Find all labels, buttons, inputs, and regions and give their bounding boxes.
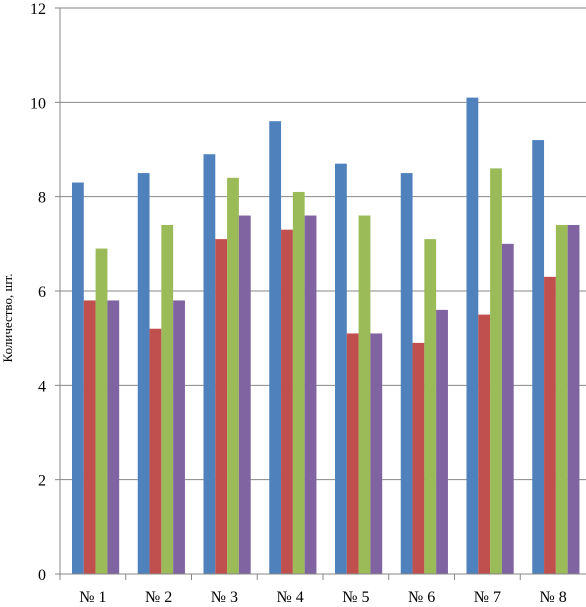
y-tick-label: 2 <box>38 473 46 490</box>
x-tick-label: № 3 <box>211 589 238 606</box>
y-axis-label: Количество, шт. <box>0 274 15 363</box>
y-tick-labels: 0 2 4 6 8 10 12 <box>30 1 46 584</box>
bar <box>555 224 568 574</box>
bar <box>501 243 514 575</box>
y-tick-label: 4 <box>38 378 46 395</box>
bar <box>436 309 448 574</box>
bar <box>215 239 228 574</box>
x-tick-labels: № 1 № 2 № 3 № 4 № 5 № 6 № 7 № 8 <box>79 589 567 606</box>
x-tick-label: № 4 <box>276 589 303 606</box>
y-tick-label: 10 <box>30 95 46 112</box>
bar <box>173 300 185 574</box>
bar <box>95 248 108 575</box>
bar <box>227 177 239 575</box>
bars <box>72 97 580 575</box>
x-tick-label: № 1 <box>79 589 106 606</box>
bar <box>490 168 502 574</box>
y-tick-label: 8 <box>38 190 46 207</box>
bar <box>281 229 293 574</box>
bar <box>424 239 437 574</box>
bar <box>544 276 556 574</box>
y-tick-label: 0 <box>38 567 46 584</box>
bar <box>161 224 174 574</box>
bar <box>358 215 371 575</box>
x-tick-label: № 5 <box>342 589 369 606</box>
x-tick-label: № 8 <box>539 589 566 606</box>
bar <box>346 333 359 574</box>
x-tick-label: № 7 <box>474 589 501 606</box>
bar <box>269 121 282 574</box>
bar <box>149 328 162 574</box>
bar <box>400 173 413 575</box>
bar <box>304 215 317 575</box>
bar <box>567 224 580 574</box>
bar <box>466 97 479 574</box>
y-tick-label: 6 <box>38 284 46 301</box>
bar <box>370 333 383 574</box>
axes <box>55 7 586 580</box>
bar <box>532 140 545 575</box>
bar <box>335 163 347 574</box>
bar <box>72 182 84 574</box>
bar <box>478 314 491 574</box>
bar <box>137 173 150 575</box>
x-tick-label: № 6 <box>408 589 435 606</box>
x-tick-label: № 2 <box>145 589 172 606</box>
bar <box>107 300 120 574</box>
bar <box>292 191 305 574</box>
bar <box>203 154 216 574</box>
bar <box>238 215 251 575</box>
bar <box>83 300 96 574</box>
bar <box>412 342 425 574</box>
y-tick-label: 12 <box>30 1 46 18</box>
